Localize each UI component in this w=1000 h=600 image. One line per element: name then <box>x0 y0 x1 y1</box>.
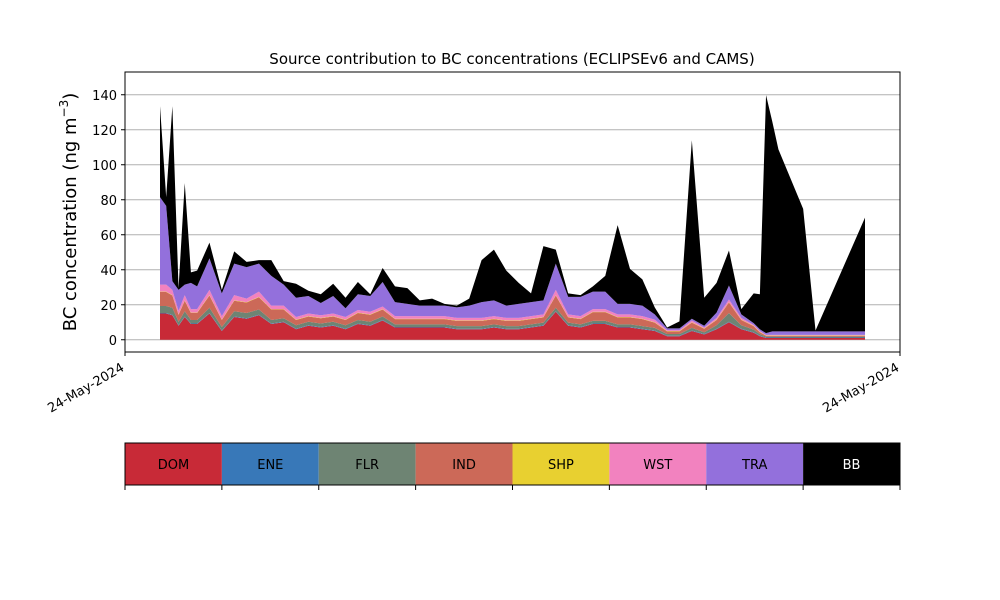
area-ind <box>160 291 865 337</box>
legend-label-dom: DOM <box>158 458 189 473</box>
y-axis-title-close: ) <box>60 93 81 100</box>
plot-frame <box>124 71 901 353</box>
legend-swatch-bb <box>803 443 900 485</box>
legend-swatch-dom <box>125 443 222 485</box>
y-tick-label: 100 <box>92 159 117 174</box>
area-dom <box>160 311 865 340</box>
legend-label-wst: WST <box>643 458 672 473</box>
y-tick-label: 120 <box>92 124 117 139</box>
area-ene <box>160 311 865 338</box>
stacked-areas <box>160 95 865 340</box>
y-tick-label: 40 <box>100 264 117 279</box>
legend-swatch-shp <box>512 443 610 485</box>
legend-swatch-wst <box>609 443 707 485</box>
legend-label-ene: ENE <box>257 458 283 473</box>
legend-label-ind: IND <box>452 458 476 473</box>
chart-title: Source contribution to BC concentrations… <box>269 50 754 68</box>
legend-label-flr: FLR <box>355 458 379 473</box>
area-shp <box>160 291 865 336</box>
y-axis-ticks: 0 20 40 60 80 100 120 140 <box>92 89 125 349</box>
legend-swatch-ind <box>415 443 513 485</box>
y-axis-title: BC concentration (ng m−3) <box>57 93 81 332</box>
y-tick-label: 140 <box>92 89 117 104</box>
legend-colorbar: DOM ENE FLR IND SHP WST TRA BB <box>124 442 901 490</box>
y-tick-label: 60 <box>100 229 117 244</box>
y-tick-label: 0 <box>109 334 117 349</box>
area-flr <box>160 305 865 338</box>
area-tra <box>160 197 865 335</box>
legend-label-bb: BB <box>843 458 861 473</box>
y-axis-title-superscript: −3 <box>57 100 71 118</box>
y-tick-label: 80 <box>100 194 117 209</box>
legend-label-tra: TRA <box>741 458 767 473</box>
area-bb <box>160 95 865 334</box>
legend-swatch-flr <box>318 443 416 485</box>
y-axis-title-main: BC concentration (ng m <box>60 117 81 331</box>
y-tick-label: 20 <box>100 299 117 314</box>
legend-swatch-ene <box>221 443 319 485</box>
legend-label-shp: SHP <box>548 458 574 473</box>
legend-swatch-tra <box>706 443 804 485</box>
